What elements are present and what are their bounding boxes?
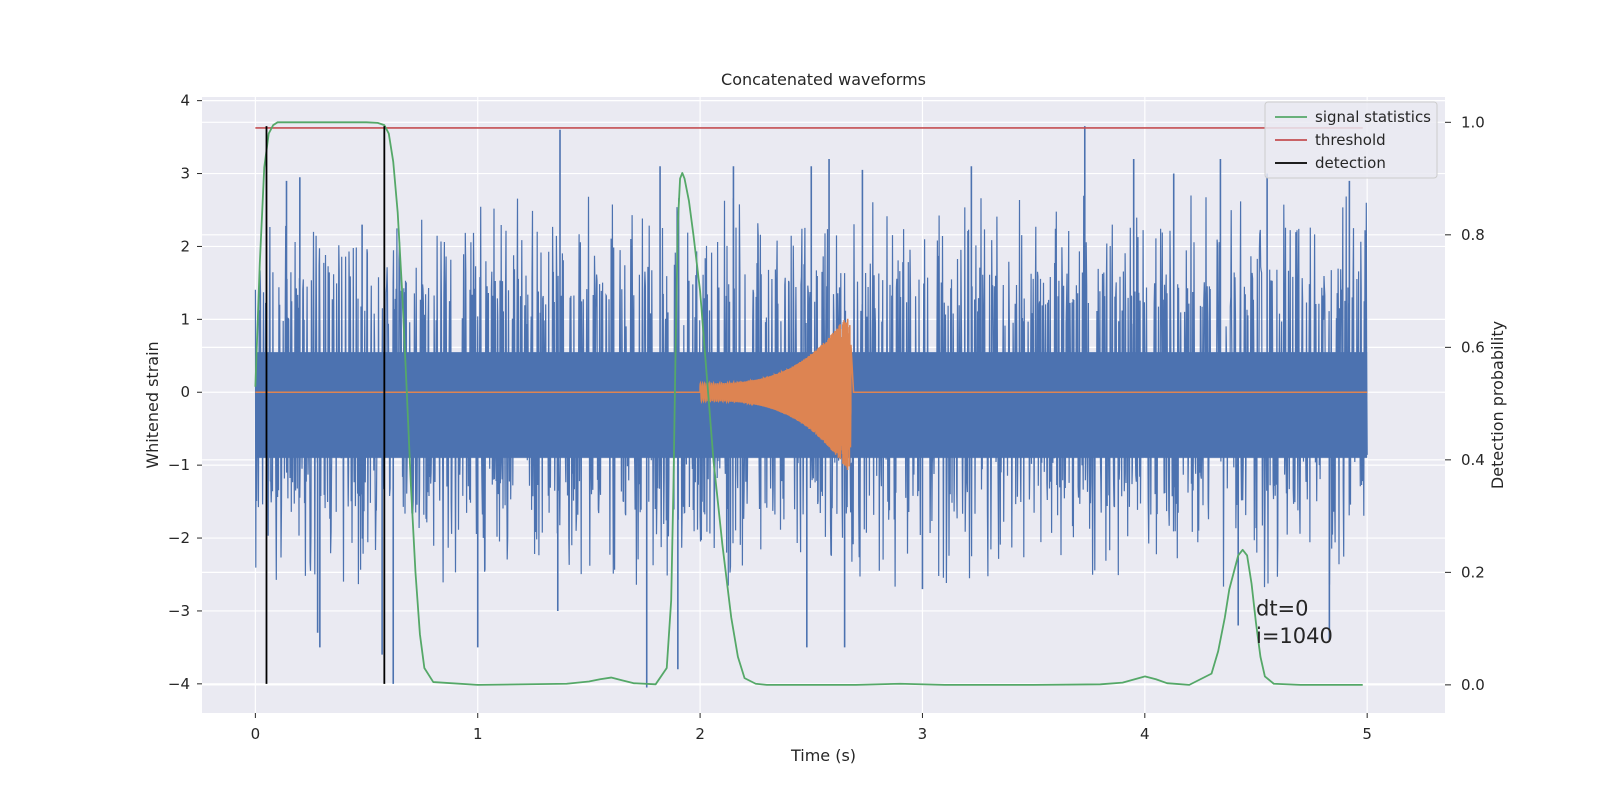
y-tick-label: 3 — [180, 165, 190, 183]
x-tick-label: 2 — [695, 725, 705, 743]
y2-tick-label: 0.6 — [1461, 338, 1485, 356]
y-tick-label: 0 — [180, 383, 190, 401]
chart-title: Concatenated waveforms — [721, 70, 926, 89]
y-tick-label: 4 — [180, 92, 190, 110]
y-tick-label: 2 — [180, 237, 190, 255]
plot-area — [254, 121, 1368, 688]
x-tick-label: 0 — [251, 725, 261, 743]
legend-label-signal-statistics: signal statistics — [1315, 108, 1431, 126]
y2-tick-label: 1.0 — [1461, 113, 1485, 131]
y2-tick-label: 0.2 — [1461, 563, 1485, 581]
signal-statistics-line — [254, 121, 1363, 686]
legend-label-threshold: threshold — [1315, 131, 1386, 149]
ticks: 0 1 2 3 4 5 −4 −3 −2 −1 0 1 2 3 4 0.0 0.2 0.4 0.6 0.8 1.0 — [168, 92, 1485, 743]
y-tick-label: −2 — [168, 529, 190, 547]
legend-label-detection: detection — [1315, 154, 1386, 172]
y2-tick-label: 0.0 — [1461, 676, 1485, 694]
x-axis-label: Time (s) — [790, 746, 856, 765]
y-axis-label: Whitened strain — [143, 341, 162, 468]
annotation-dt: dt=0 — [1256, 596, 1309, 620]
y-tick-label: 1 — [180, 310, 190, 328]
chirp-series — [255, 318, 1368, 470]
x-tick-label: 4 — [1140, 725, 1150, 743]
y2-tick-label: 0.4 — [1461, 451, 1485, 469]
y2-tick-label: 0.8 — [1461, 226, 1485, 244]
legend: signal statistics threshold detection — [1264, 101, 1438, 179]
x-tick-label: 1 — [473, 725, 483, 743]
y-tick-label: −1 — [168, 456, 190, 474]
y-axis-label-right: Detection probability — [1488, 321, 1507, 489]
x-tick-label: 5 — [1362, 725, 1372, 743]
x-tick-label: 3 — [918, 725, 928, 743]
legend-box — [1264, 101, 1438, 179]
y-tick-label: −4 — [168, 675, 190, 693]
annotation-index: i=1040 — [1256, 624, 1333, 648]
y-tick-label: −3 — [168, 602, 190, 620]
